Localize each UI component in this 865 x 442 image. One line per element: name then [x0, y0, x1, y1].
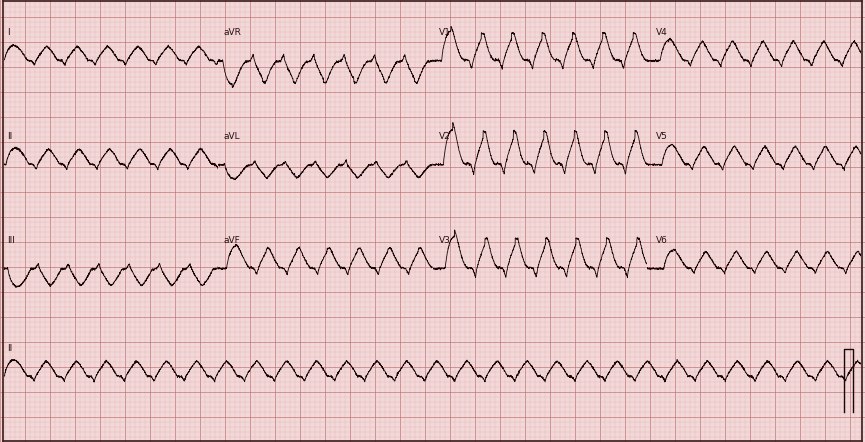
Text: II: II — [7, 132, 12, 141]
Text: V2: V2 — [439, 132, 452, 141]
Text: I: I — [7, 28, 10, 38]
Text: II: II — [7, 344, 12, 354]
Text: V3: V3 — [439, 236, 452, 245]
Text: aVL: aVL — [223, 132, 240, 141]
Text: aVF: aVF — [223, 236, 240, 245]
Text: aVR: aVR — [223, 28, 241, 38]
Text: V1: V1 — [439, 28, 452, 38]
Text: V4: V4 — [656, 28, 668, 38]
Text: V5: V5 — [656, 132, 668, 141]
Text: III: III — [7, 236, 15, 245]
Text: V6: V6 — [656, 236, 668, 245]
